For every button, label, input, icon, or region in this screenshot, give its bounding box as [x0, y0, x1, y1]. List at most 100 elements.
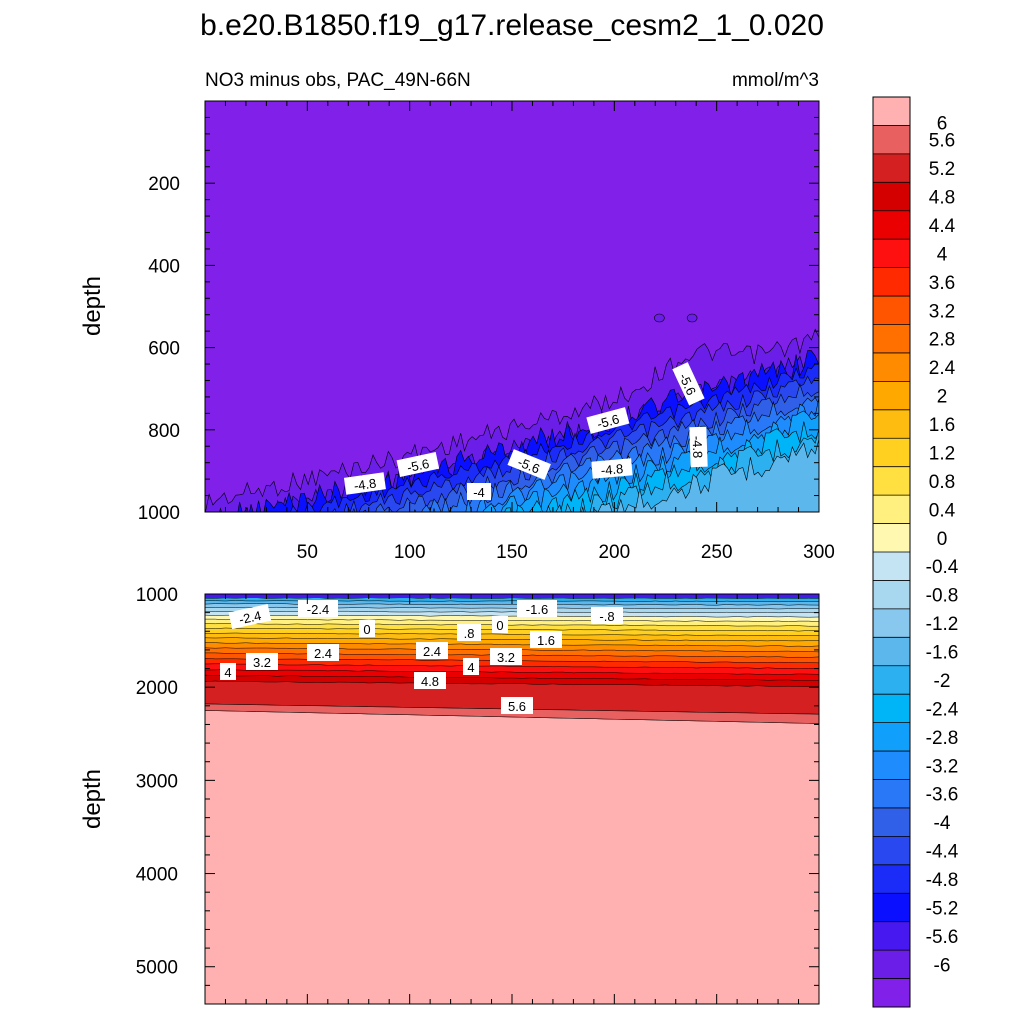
upper-contour-label: -4.8	[343, 472, 386, 495]
upper-x-tick-label: 50	[297, 542, 318, 563]
svg-text:-4.8: -4.8	[600, 461, 624, 478]
colorbar-swatch	[873, 751, 910, 780]
upper-x-tick-label: 250	[701, 542, 733, 563]
upper-contour-label: -5.6	[396, 452, 440, 477]
lower-contour-label: 0	[359, 620, 375, 637]
colorbar-label: -3.2	[926, 756, 959, 777]
colorbar-swatch	[873, 352, 910, 382]
colorbar-swatch	[873, 921, 910, 951]
colorbar-swatch	[873, 978, 910, 1008]
colorbar-label: 2.4	[929, 358, 956, 379]
colorbar-swatch	[873, 523, 910, 553]
colorbar-swatch	[873, 580, 910, 610]
svg-text:-5.6: -5.6	[595, 411, 621, 431]
svg-text:5.6: 5.6	[508, 699, 526, 714]
colorbar-swatch	[873, 495, 910, 524]
upper-contour-blob	[654, 313, 665, 323]
colorbar-label: 4.4	[929, 216, 956, 237]
colorbar-swatch	[873, 466, 910, 496]
colorbar-swatch	[873, 864, 910, 894]
colorbar-swatch	[873, 665, 910, 695]
colorbar-swatch	[873, 267, 910, 297]
colorbar-label: 3.2	[929, 301, 955, 322]
colorbar-swatch	[873, 210, 910, 240]
colorbar-swatch	[873, 637, 910, 667]
colorbar-label: 4	[937, 244, 948, 265]
svg-text:4.8: 4.8	[421, 674, 439, 689]
upper-y-tick-label: 1000	[138, 503, 180, 524]
colorbar-swatch	[873, 608, 910, 638]
upper-contour-label: -4.8	[689, 426, 708, 468]
upper-y-tick-label: 200	[148, 174, 180, 195]
svg-text:2.4: 2.4	[314, 646, 332, 661]
lower-contour-label: -2.4	[298, 600, 338, 617]
svg-text:-5.6: -5.6	[406, 456, 431, 475]
lower-y-tick-label: 4000	[136, 865, 178, 886]
lower-contour-labels: -2.4 -2.4 -1.6 -.8 0 0 .8 1.6 2.4 2.4 3.2 3.2 4 4 4.8 5…	[220, 600, 623, 714]
colorbar-swatch	[873, 779, 910, 809]
upper-axes: 50 100 150 200 250 300 200 400 600 800 1000	[138, 101, 835, 563]
svg-text:-1.6: -1.6	[526, 602, 548, 617]
colorbar-swatch	[873, 409, 910, 439]
colorbar-label: 3.6	[929, 273, 955, 294]
svg-text:-4.8: -4.8	[353, 476, 377, 494]
lower-contour-label: -1.6	[517, 600, 557, 617]
colorbar-label: 1.2	[929, 444, 955, 465]
lower-panel: -2.4 -2.4 -1.6 -.8 0 0 .8 1.6 2.4 2.4 3.2 3.2 4 4 4.8 5…	[79, 585, 820, 1005]
colorbar-label: 1.6	[929, 415, 955, 436]
upper-x-tick-label: 100	[394, 542, 426, 563]
upper-panel: -5.6 -5.6-5.6-4.8-4.8-5.6-4-4.8 50 100 150 2…	[79, 100, 835, 563]
svg-text:3.2: 3.2	[497, 650, 515, 665]
colorbar-label: -4.4	[926, 842, 959, 863]
colorbar-label: -6	[934, 955, 951, 976]
upper-y-tick-label: 800	[148, 421, 180, 442]
svg-text:0: 0	[496, 618, 503, 633]
colorbar-swatch	[873, 239, 910, 268]
lower-contour-label: -2.4	[228, 604, 272, 629]
colorbar-label: -5.2	[926, 899, 959, 920]
svg-text:0: 0	[363, 622, 370, 637]
colorbar-swatch	[873, 182, 910, 212]
lower-axes: 1000 2000 3000 4000 5000	[136, 585, 820, 1005]
colorbar-frame	[872, 96, 911, 1008]
colorbar-swatch	[873, 125, 910, 155]
svg-text:-2.4: -2.4	[238, 608, 263, 627]
colorbar-swatch	[873, 381, 910, 411]
lower-contour-label: 3.2	[246, 653, 278, 670]
colorbar-label: 5.6	[929, 131, 955, 152]
colorbar-label: -2.8	[926, 728, 959, 749]
svg-text:-.8: -.8	[599, 609, 614, 624]
colorbar-label: -4	[934, 813, 951, 834]
colorbar-swatch	[873, 324, 910, 354]
svg-text:4: 4	[224, 665, 231, 680]
colorbar-label: 5.2	[929, 159, 955, 180]
colorbar-label: -4.8	[926, 870, 959, 891]
units-label: mmol/m^3	[732, 70, 819, 91]
colorbar-swatch	[873, 950, 910, 979]
lower-contour-label: -.8	[591, 607, 623, 624]
colorbar-label: -0.8	[926, 586, 959, 607]
upper-contour-blob	[686, 313, 698, 323]
upper-y-axis-label: depth	[79, 276, 106, 336]
colorbar-label: 2	[937, 387, 948, 408]
lower-y-tick-label: 2000	[136, 678, 178, 699]
colorbar-swatch	[873, 722, 910, 752]
colorbar-label: -5.6	[926, 927, 959, 948]
colorbar: 65.6 5.2 4.8 4.4 4 3.6 3.2 2.8 2.4 2 1.6 1.2 0.8 0.4 0…	[872, 96, 959, 1008]
svg-text:3.2: 3.2	[253, 655, 271, 670]
colorbar-swatch	[873, 694, 910, 723]
chart-title: b.e20.B1850.f19_g17.release_cesm2_1_0.02…	[200, 9, 824, 42]
lower-y-tick-label: 1000	[136, 585, 178, 606]
svg-text:-4.8: -4.8	[690, 436, 706, 459]
colorbar-swatch	[873, 296, 910, 325]
colorbar-swatch	[873, 836, 910, 866]
svg-text:2.4: 2.4	[423, 644, 441, 659]
lower-y-axis-label: depth	[79, 769, 106, 829]
colorbar-swatch	[873, 97, 910, 126]
colorbar-label: -1.2	[926, 614, 959, 635]
upper-y-tick-label: 400	[148, 256, 180, 277]
lower-y-tick-label: 5000	[136, 958, 178, 979]
colorbar-label: 0.8	[929, 472, 955, 493]
lower-deep-band	[205, 710, 819, 1004]
